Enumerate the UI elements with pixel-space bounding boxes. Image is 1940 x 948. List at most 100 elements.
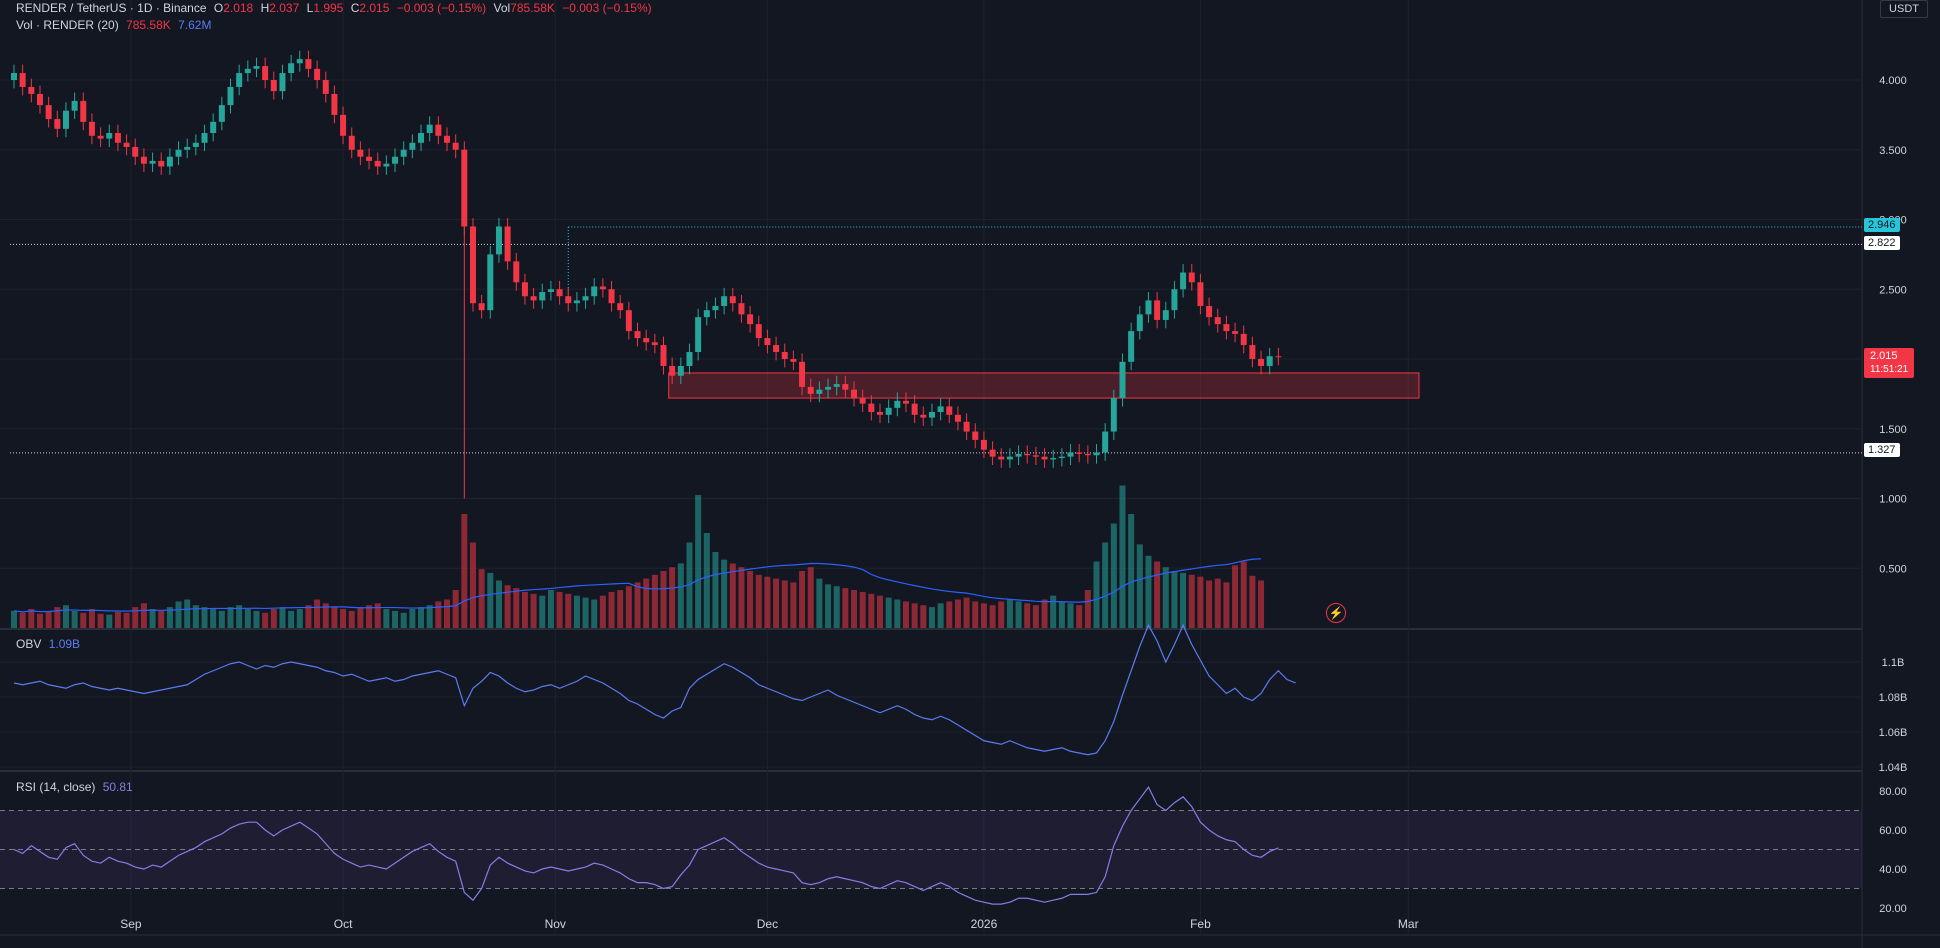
candle-body bbox=[946, 406, 953, 415]
volume-bar bbox=[322, 603, 329, 628]
volume-bar bbox=[712, 552, 719, 628]
volume-bar bbox=[1024, 603, 1031, 628]
low-value: 1.995 bbox=[313, 1, 344, 15]
price-axis[interactable]: 4.0003.5003.0002.5002.0001.5001.0000.500… bbox=[1879, 75, 1908, 915]
volume-bar bbox=[1084, 590, 1091, 628]
volume-bar bbox=[729, 563, 736, 628]
obv-tick-label: 1.1B bbox=[1882, 657, 1905, 669]
lightning-icon[interactable]: ⚡ bbox=[1326, 603, 1346, 623]
candle-body bbox=[184, 146, 191, 150]
candle-body bbox=[712, 305, 719, 311]
candle-body bbox=[262, 66, 269, 80]
obv-label[interactable]: OBV bbox=[16, 637, 42, 651]
volume-bar bbox=[227, 607, 234, 628]
volume-bar bbox=[426, 605, 433, 628]
candle-body bbox=[1110, 398, 1117, 432]
candle-body bbox=[80, 100, 87, 122]
volume-bar bbox=[1041, 599, 1048, 628]
volume-bar bbox=[1180, 572, 1187, 628]
currency-badge[interactable]: USDT bbox=[1880, 0, 1928, 18]
candle-body bbox=[1145, 300, 1152, 315]
volume-bar bbox=[340, 609, 347, 628]
candle-body bbox=[928, 412, 935, 418]
volume-bar bbox=[1154, 561, 1161, 628]
volume-bar bbox=[279, 607, 286, 628]
volume-bar bbox=[487, 572, 494, 628]
candle-body bbox=[227, 86, 234, 106]
candle-body bbox=[487, 254, 494, 311]
candle-body bbox=[513, 261, 520, 283]
volume-bar bbox=[452, 590, 459, 628]
volume-bar bbox=[825, 584, 832, 628]
symbol-title[interactable]: RENDER / TetherUS · 1D · Binance bbox=[16, 1, 207, 15]
candle-body bbox=[1067, 452, 1074, 457]
volume-bar bbox=[928, 607, 935, 628]
volume-bar bbox=[608, 591, 615, 628]
volume-bar bbox=[435, 601, 442, 628]
candle-body bbox=[790, 359, 797, 362]
candle-body bbox=[1171, 289, 1178, 311]
volume-bar bbox=[236, 605, 243, 628]
time-axis[interactable]: Sep Oct Nov Dec 2026 Feb Mar bbox=[120, 917, 1418, 931]
volume-bar bbox=[392, 610, 399, 628]
volume-bar bbox=[288, 610, 295, 628]
volume-legend-label[interactable]: Vol · RENDER (20) bbox=[16, 18, 119, 32]
candle-body bbox=[36, 93, 43, 106]
volume-bar bbox=[1032, 605, 1039, 628]
candle-body bbox=[972, 431, 979, 440]
high-label: H bbox=[260, 1, 270, 15]
candle-body bbox=[643, 338, 650, 343]
volume-bar bbox=[71, 610, 78, 628]
rsi-label[interactable]: RSI (14, close) bbox=[16, 780, 96, 794]
candle-body bbox=[469, 226, 476, 304]
candle-body bbox=[1032, 455, 1039, 457]
volume-bar bbox=[1067, 603, 1074, 628]
volume-bar bbox=[902, 601, 909, 628]
volume-bar bbox=[877, 595, 883, 628]
volume-bar bbox=[1136, 544, 1143, 628]
volume-bar bbox=[296, 609, 303, 628]
volume-bar bbox=[721, 559, 728, 628]
volume-bar bbox=[651, 574, 658, 628]
obv-tick-label: 1.04B bbox=[1879, 762, 1908, 774]
candle-body bbox=[314, 68, 321, 80]
time-tick-label: Sep bbox=[120, 917, 142, 931]
volume-bar bbox=[158, 610, 165, 628]
candle-body bbox=[1093, 452, 1100, 456]
volume-bar bbox=[556, 591, 563, 628]
candle-body bbox=[140, 156, 147, 164]
candle-body bbox=[920, 414, 927, 418]
candle-body bbox=[1024, 453, 1031, 456]
candle-body bbox=[1266, 356, 1273, 366]
high-value: 2.037 bbox=[269, 1, 300, 15]
candle-body bbox=[747, 314, 754, 325]
volume-bar bbox=[582, 597, 589, 628]
candle-body bbox=[877, 412, 883, 415]
volume-bar bbox=[45, 610, 52, 628]
candle-body bbox=[452, 142, 459, 150]
candle-body bbox=[937, 406, 944, 413]
candle-body bbox=[435, 124, 442, 136]
candle-body bbox=[954, 414, 961, 422]
time-tick-label: 2026 bbox=[971, 917, 998, 931]
time-tick-label: Mar bbox=[1398, 917, 1419, 931]
candle-body bbox=[721, 296, 728, 306]
candle-body bbox=[1275, 356, 1282, 358]
volume-bar bbox=[88, 609, 95, 628]
open-value: 2.018 bbox=[223, 1, 254, 15]
volume-bar bbox=[980, 603, 987, 628]
volume-bar bbox=[80, 612, 87, 628]
candle-body bbox=[166, 156, 173, 167]
candle-body bbox=[374, 160, 381, 167]
candle-body bbox=[1188, 272, 1195, 283]
volume-bar bbox=[1102, 542, 1109, 628]
volume-bar bbox=[591, 599, 598, 628]
candle-body bbox=[1076, 452, 1083, 454]
candle-body bbox=[426, 124, 433, 134]
candle-body bbox=[825, 386, 832, 390]
volume-bar bbox=[218, 610, 225, 628]
candlesticks bbox=[11, 50, 1282, 499]
volume-bar bbox=[374, 603, 381, 628]
candle-body bbox=[1197, 282, 1204, 306]
